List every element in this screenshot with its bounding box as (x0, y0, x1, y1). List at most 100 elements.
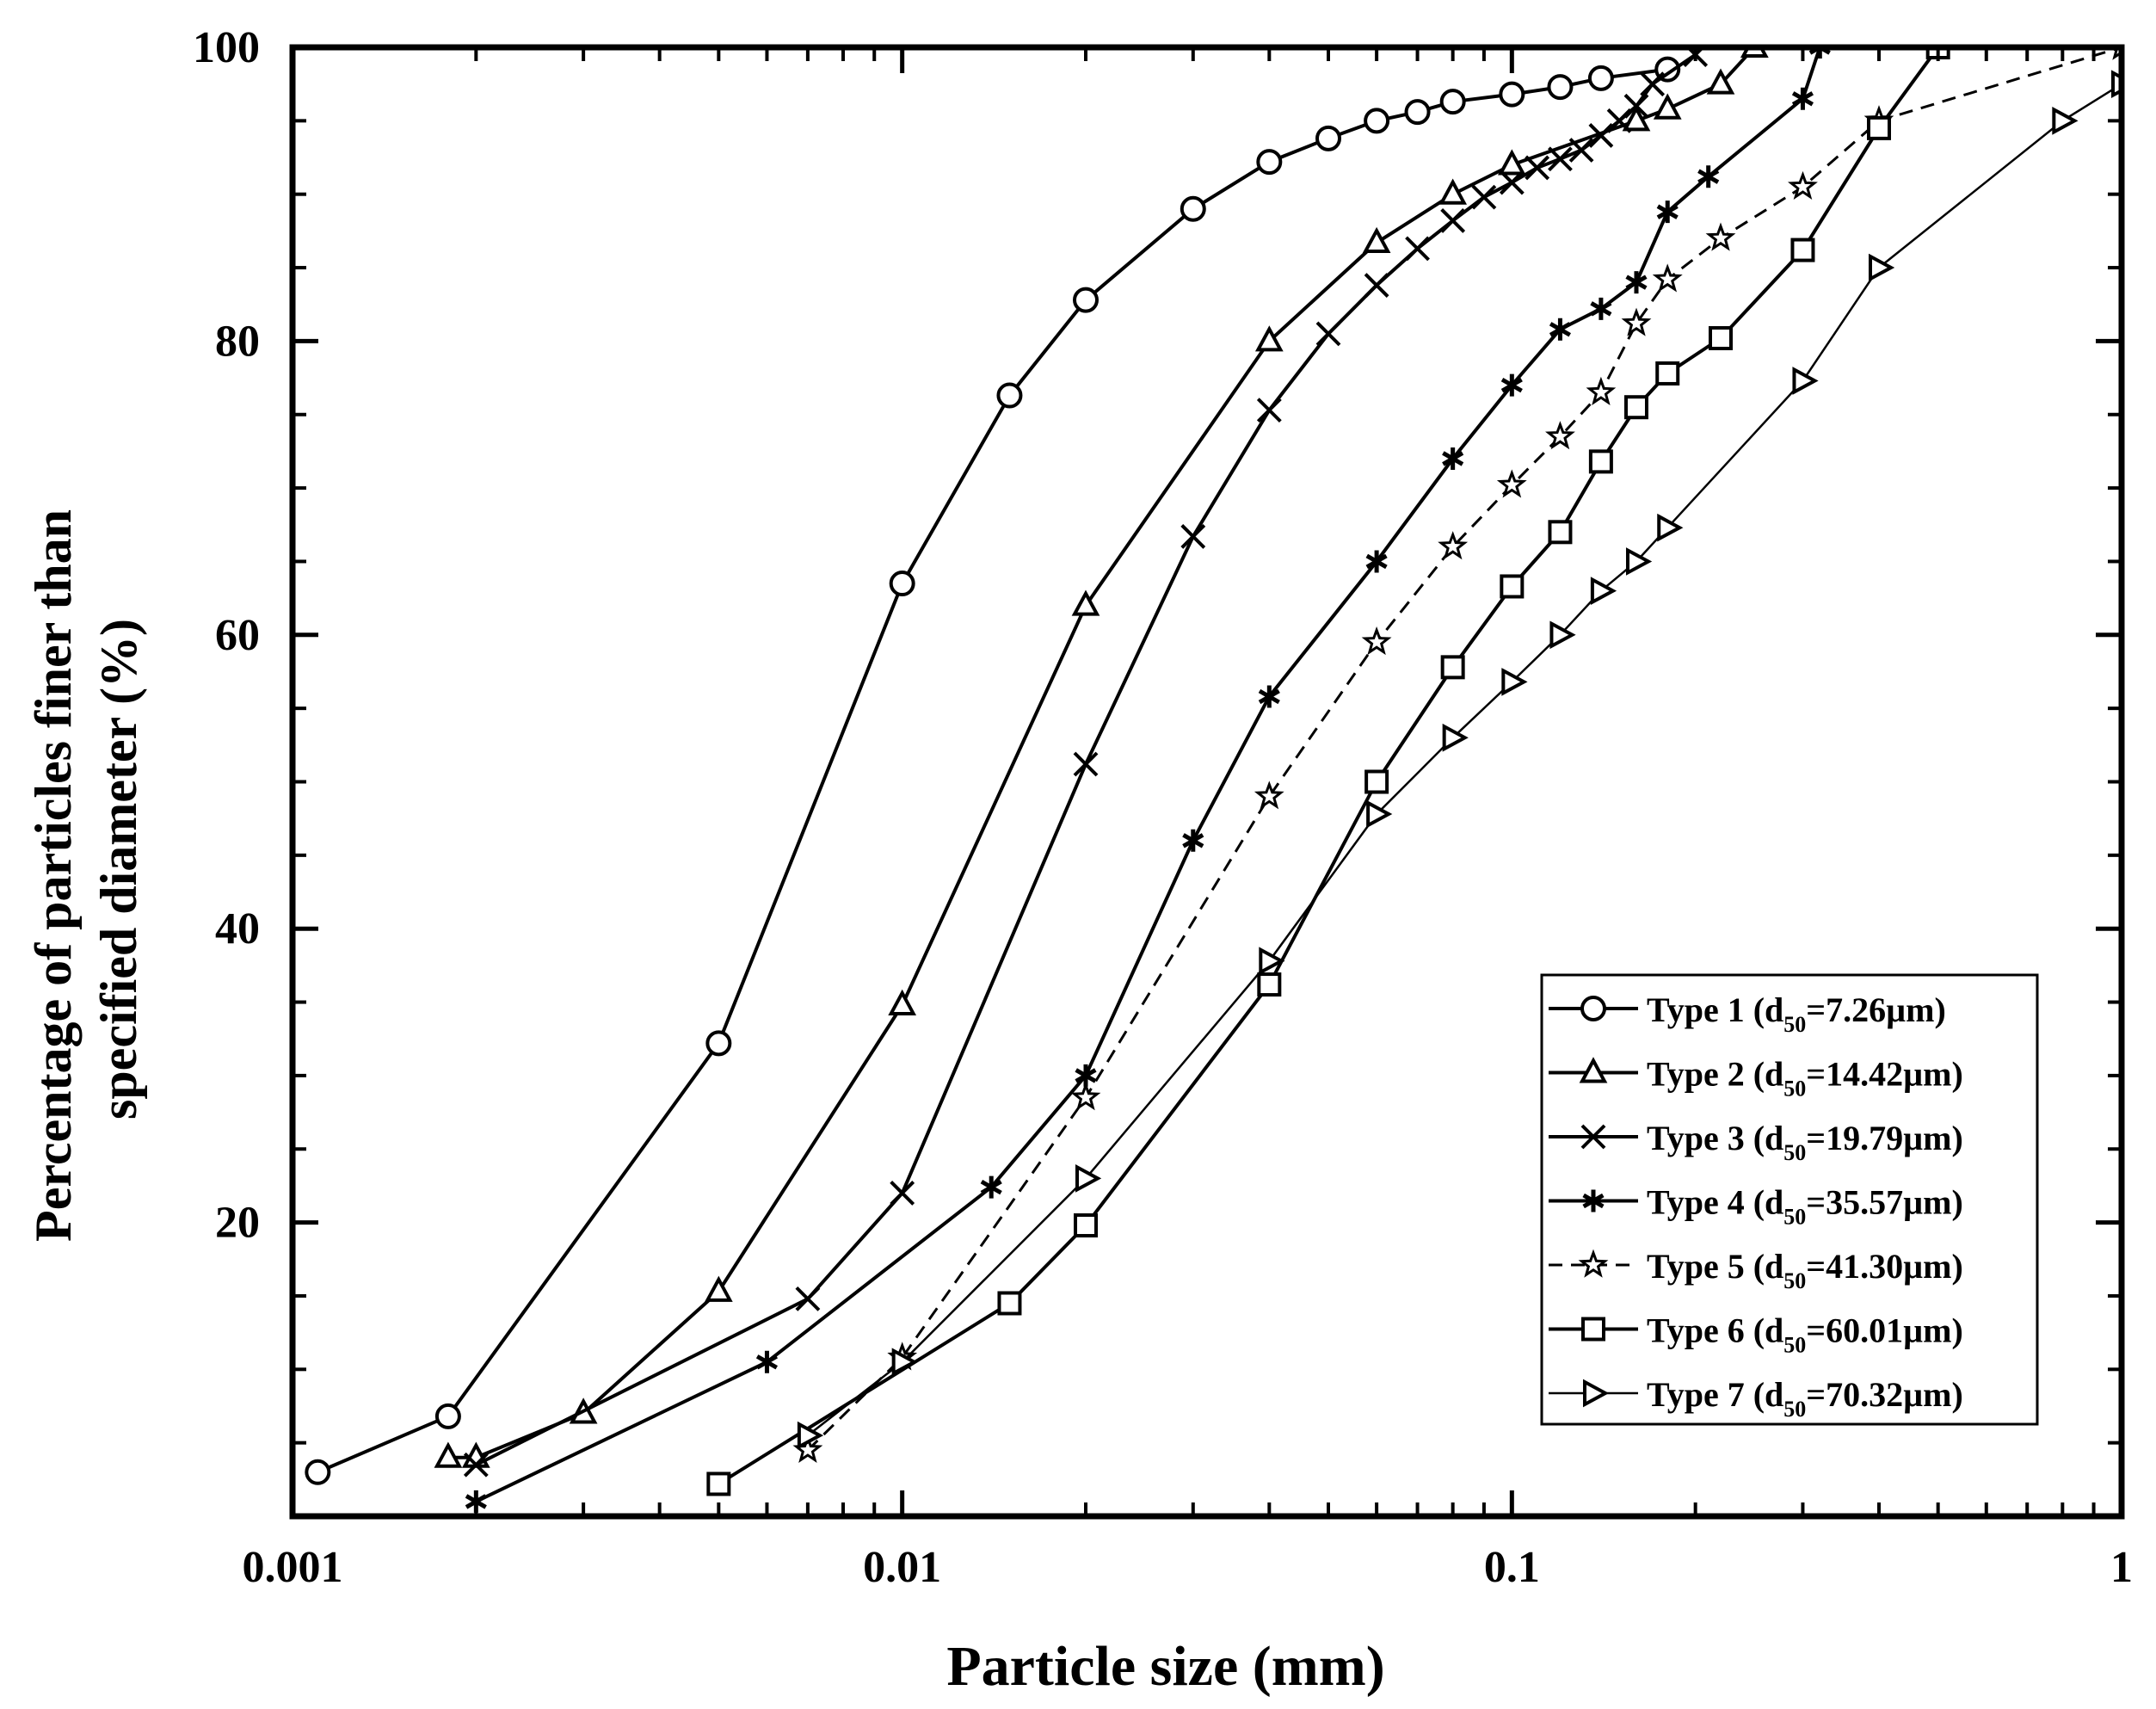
series-1-point (1587, 65, 1614, 91)
legend-entry-3: Type 3 (d50=19.79µm) (1549, 1119, 1963, 1165)
series-3-point (1073, 751, 1099, 777)
series-7-point (2052, 106, 2079, 135)
series-2-point (888, 989, 917, 1015)
series-4-point (1549, 318, 1572, 341)
series-1-point (1364, 108, 1390, 134)
legend-label-subscript: 50 (1783, 1333, 1806, 1358)
series-1-point (1072, 287, 1099, 313)
x-axis-label: Particle size (mm) (946, 1635, 1384, 1698)
legend-label: Type 2 (d50=14.42µm) (1647, 1055, 1963, 1101)
legend-label: Type 6 (d50=60.01µm) (1647, 1311, 1963, 1358)
y-tick-label: 60 (215, 611, 260, 660)
y-tick-label: 20 (215, 1199, 260, 1248)
series-6-point (1655, 361, 1680, 386)
legend-entry-6: Type 6 (d50=60.01µm) (1549, 1311, 1963, 1358)
series-2 (434, 47, 1769, 1468)
series-5-line (806, 47, 2122, 1452)
series-4-point (980, 1175, 1002, 1199)
series-1-point (305, 1459, 331, 1485)
series-3-point (1548, 146, 1573, 172)
series-2-point (1362, 226, 1391, 254)
legend-marker (1580, 1124, 1606, 1150)
plot-frame (289, 44, 2125, 1520)
legend-entry-4: Type 4 (d50=35.57µm) (1549, 1183, 1963, 1230)
series-6-point (1866, 115, 1891, 140)
series-2-point (1622, 105, 1651, 132)
legend-label-suffix: =19.79µm) (1806, 1119, 1962, 1157)
series-1-point (1404, 99, 1431, 126)
series-5-point (1652, 263, 1683, 293)
legend-label-subscript: 50 (1783, 1140, 1806, 1165)
series-4-point (755, 1350, 779, 1373)
series-3-point (1405, 236, 1430, 262)
legend-label-subscript: 50 (1783, 1397, 1806, 1422)
x-tick-label: 0.001 (243, 1543, 343, 1592)
y-axis-label: Percentage of particles finer than speci… (25, 497, 147, 1242)
series-2-point (1071, 589, 1100, 616)
legend: Type 1 (d50=7.26µm)Type 2 (d50=14.42µm)T… (1540, 973, 2039, 1426)
legend-marker (1580, 996, 1606, 1021)
series-2-point (1706, 68, 1735, 95)
series-7-point (1501, 668, 1528, 696)
legend-marker (1583, 1379, 1610, 1408)
legend-marker (1579, 1057, 1608, 1083)
series-6-point (1364, 769, 1389, 794)
legend-entry-2: Type 2 (d50=14.42µm) (1549, 1055, 1963, 1101)
series-4-point (1590, 297, 1612, 320)
series-7-point (891, 1348, 918, 1377)
series-2-point (1254, 325, 1284, 352)
series-7-point (1259, 947, 1285, 976)
legend-entry-5: Type 5 (d50=41.30µm) (1549, 1247, 1963, 1293)
series-1-point (1499, 81, 1525, 108)
series-3-point (1364, 273, 1389, 298)
series-5-point (1438, 531, 1469, 560)
series-2-point (1497, 149, 1526, 176)
legend-marker (1581, 1317, 1605, 1342)
y-axis-label-line-2: specified diameter (%) (90, 619, 147, 1120)
series-4-point (1258, 685, 1280, 708)
series-5-point (1070, 1082, 1101, 1111)
series-7-point (1590, 577, 1617, 605)
series-7-point (1625, 547, 1653, 576)
series-4-point (1808, 47, 1831, 59)
series-6-point (1790, 238, 1815, 262)
series-4-point (1365, 550, 1388, 573)
series-4-point (1442, 447, 1464, 470)
series-5-point (1254, 780, 1284, 810)
legend-entry-1: Type 1 (d50=7.26µm) (1549, 990, 1946, 1037)
series-1-point (1180, 195, 1206, 222)
legend-marker (1578, 1249, 1609, 1278)
y-tick-label: 100 (193, 23, 260, 72)
series-4-point (1791, 87, 1814, 110)
series-4-point (1500, 373, 1523, 397)
legend-label-prefix: Type 7 (d (1647, 1375, 1783, 1414)
series-6-point (1548, 520, 1573, 545)
series-4-point (1182, 829, 1204, 852)
series-1-point (1439, 89, 1466, 115)
series-1-line (317, 67, 1668, 1474)
series-2-point (704, 1275, 733, 1302)
series-1-point (1256, 149, 1283, 176)
series-1-point (1547, 74, 1574, 101)
series-3-point (1315, 321, 1341, 347)
series-3-point (463, 1452, 489, 1478)
series-5-point (1586, 376, 1617, 405)
series-6-point (1500, 574, 1525, 599)
series-3-point (795, 1286, 821, 1311)
y-tick-label: 80 (215, 317, 260, 366)
legend-label-subscript: 50 (1783, 1268, 1806, 1293)
legend-label-prefix: Type 2 (d (1647, 1055, 1783, 1094)
series-6-point (997, 1291, 1022, 1316)
series-6-point (1440, 655, 1465, 680)
series-5-point (1496, 469, 1527, 498)
legend-label-prefix: Type 3 (d (1647, 1119, 1783, 1157)
y-axis-label-line-1: Percentage of particles finer than (25, 509, 82, 1242)
series-5-point (1788, 170, 1818, 201)
series-5-point (1361, 626, 1392, 656)
legend-label-subscript: 50 (1783, 1077, 1806, 1101)
series-4-line (475, 47, 1822, 1503)
x-tick-label: 1 (2110, 1543, 2133, 1592)
series-2-point (1438, 178, 1468, 205)
legend-label-suffix: =7.26µm) (1806, 990, 1945, 1029)
series-7-point (1075, 1164, 1102, 1193)
